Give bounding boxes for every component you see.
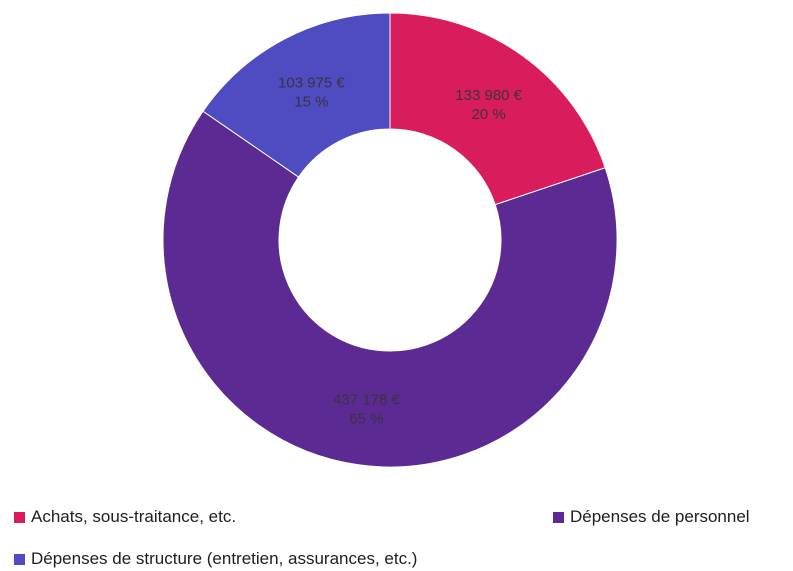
- slice-percent-label-0: 20 %: [472, 106, 506, 123]
- legend-label-personnel: Dépenses de personnel: [570, 507, 750, 526]
- donut-slice-2: [202, 12, 391, 178]
- legend-swatch-achats: [14, 511, 25, 523]
- legend-label-structure: Dépenses de structure (entretien, assura…: [31, 549, 418, 568]
- legend-swatch-personnel: [553, 511, 564, 523]
- donut-slice-0: [389, 12, 606, 206]
- legend-item-personnel: Dépenses de personnel: [553, 507, 750, 527]
- legend-item-structure: Dépenses de structure (entretien, assura…: [14, 549, 417, 569]
- slice-value-label-1: 437 178 €: [333, 391, 400, 408]
- donut-slice-1: [162, 110, 618, 468]
- slice-percent-label-1: 65 %: [349, 410, 383, 427]
- donut-chart: 133 980 € 20 % 437 178 € 65 % 103 975 € 15 %: [162, 12, 618, 468]
- slice-value-label-0: 133 980 €: [455, 87, 522, 104]
- legend-item-achats: Achats, sous-traitance, etc.: [14, 507, 236, 527]
- slice-percent-label-2: 15 %: [294, 93, 328, 110]
- legend-label-achats: Achats, sous-traitance, etc.: [31, 507, 237, 526]
- slice-value-label-2: 103 975 €: [278, 74, 345, 91]
- legend-swatch-structure: [14, 553, 25, 565]
